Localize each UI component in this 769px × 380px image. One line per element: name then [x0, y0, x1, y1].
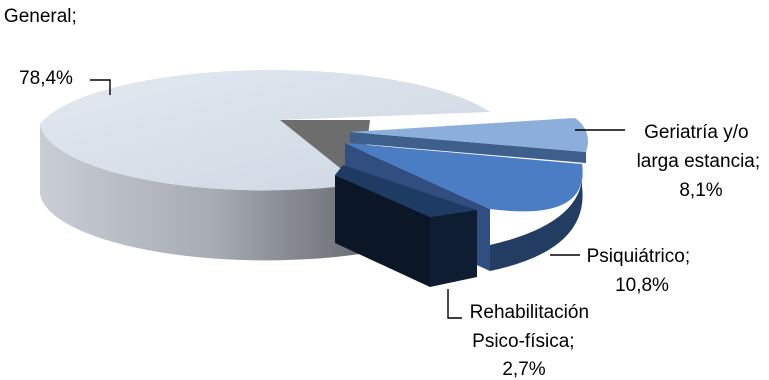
- label-geriatria: Geriatría y/o larga estancia; 8,1%: [637, 122, 766, 201]
- label-geriatria-line2: larga estancia;: [637, 151, 761, 172]
- slice-general-side: [40, 124, 360, 261]
- label-general-line2: 78,4%: [19, 68, 73, 89]
- leader-rehabilitacion: [447, 289, 462, 319]
- label-rehabilitacion: Rehabilitación Psico-física; 2,7%: [470, 302, 595, 380]
- label-geriatria-line3: 8,1%: [679, 180, 722, 201]
- label-general: General; 78,4%: [4, 6, 82, 89]
- label-psiquiatrico: Psiquiátrico; 10,8%: [587, 246, 696, 296]
- slice-geriatria-top: [350, 118, 588, 152]
- slice-general: [40, 69, 490, 261]
- slice-psiquiatrico-top: [345, 143, 583, 212]
- slice-geriatria: [350, 118, 588, 163]
- label-psiquiatrico-line2: 10,8%: [615, 275, 669, 296]
- slice-rehabilitacion: [335, 165, 477, 287]
- slice-psiquiatrico-side: [490, 164, 583, 271]
- slice-rehabilitacion-top: [335, 165, 477, 217]
- label-rehabilitacion-line3: 2,7%: [502, 359, 545, 380]
- label-psiquiatrico-line1: Psiquiátrico;: [587, 246, 691, 267]
- label-rehabilitacion-line2: Psico-física;: [472, 331, 574, 352]
- slice-geriatria-side: [350, 132, 586, 163]
- leader-general: [90, 79, 111, 95]
- label-geriatria-line1: Geriatría y/o: [644, 122, 749, 143]
- slice-rehabilitacion-side-dark: [335, 175, 430, 287]
- slice-rehabilitacion-side: [430, 210, 477, 287]
- slice-general-top: [40, 69, 490, 191]
- label-general-line1: General;: [4, 6, 77, 27]
- label-rehabilitacion-line1: Rehabilitación: [470, 302, 589, 323]
